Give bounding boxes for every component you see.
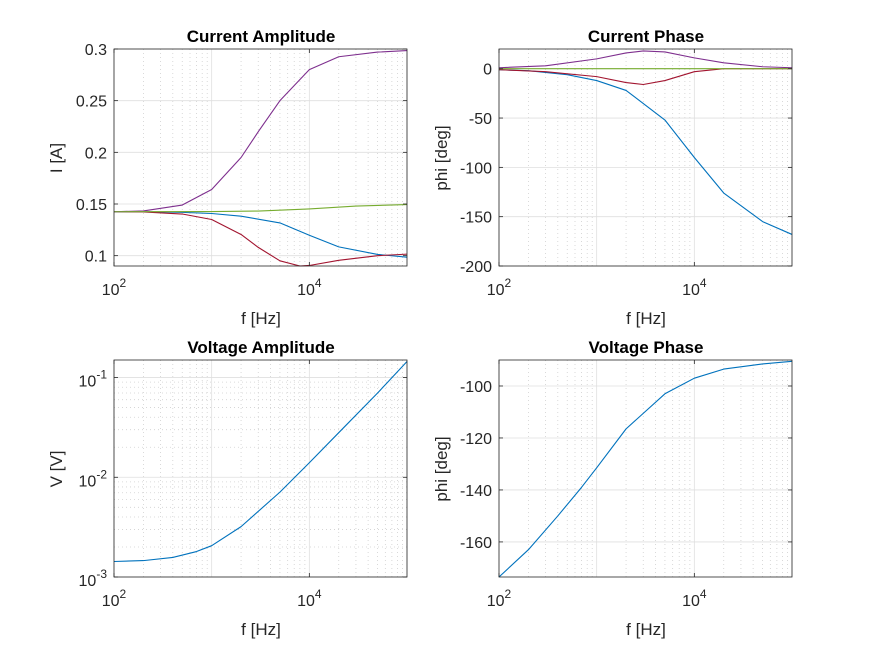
series-line-3 [113,203,408,213]
panel-title: Voltage Phase [589,338,704,357]
y-tick-label: -100 [460,160,492,177]
plot-current-phase: 102 104 -200 -150 -100 -50 0 [460,48,793,299]
x-tick-label: 102 [487,587,512,610]
series-line-2 [113,50,408,213]
axes-box [113,48,408,267]
plot-voltage-amplitude: 102 104 10-3 10-2 10-1 [79,359,408,610]
x-tick-label: 102 [487,276,512,299]
series-line-0 [113,361,408,563]
series-line-1 [113,211,408,267]
panel-title: Voltage Amplitude [187,338,334,357]
panel-voltage-phase: Voltage Phase f [Hz] phi [deg] [432,338,703,639]
x-tick-label: 104 [682,587,707,610]
x-axis-label: f [Hz] [626,620,666,639]
y-axis-label: phi [deg] [432,436,451,501]
x-tick-label: 104 [682,276,707,299]
y-tick-label: -200 [460,259,492,276]
plot-area [499,360,792,577]
panel-title: Current Phase [588,27,704,46]
panel-current-phase: Current Phase f [Hz] phi [deg] [432,27,704,328]
series-line-2 [498,50,793,69]
y-tick-label: 0.25 [76,94,107,111]
y-tick-label: 10-2 [79,467,108,490]
y-tick-label: 10-1 [79,368,108,391]
y-tick-label: 0.2 [85,145,107,162]
y-tick-label: -120 [460,431,492,448]
grid [113,360,408,578]
panel-title: Current Amplitude [187,27,336,46]
x-axis-label: f [Hz] [626,309,666,328]
axes-box [498,48,793,267]
y-tick-label: 10-3 [79,567,108,590]
panel-current-amplitude: Current Amplitude f [Hz] I [A] [47,27,335,328]
series-line-0 [498,69,793,235]
y-tick-label: 0.3 [85,42,107,59]
plot-voltage-phase: 102 104 -160 -140 -120 -100 [460,359,793,610]
axes-box [498,359,793,578]
x-axis-label: f [Hz] [241,309,281,328]
y-tick-label: 0.15 [76,197,107,214]
series-line-1 [498,68,792,86]
y-axis-label: phi [deg] [432,125,451,190]
y-tick-label: -50 [469,111,492,128]
y-tick-label: 0 [483,62,492,79]
y-axis-label: I [A] [47,143,66,173]
y-axis-label: V [V] [47,451,66,488]
x-tick-label: 104 [297,587,322,610]
plot-area [114,360,407,577]
y-tick-label: -160 [460,535,492,552]
x-tick-label: 104 [297,276,322,299]
y-tick-label: -100 [460,379,492,396]
panel-voltage-amplitude: Voltage Amplitude f [Hz] V [V] [47,338,335,639]
y-tick-label: -150 [460,210,492,227]
y-tick-label: -140 [460,483,492,500]
plot-area [499,49,792,266]
plot-current-amplitude: 102 104 0.1 0.15 0.2 0.25 0.3 [76,42,408,299]
x-tick-label: 102 [102,587,127,610]
y-tick-label: 0.1 [85,249,107,266]
plot-area [114,49,407,266]
axes-box [113,359,408,578]
x-tick-label: 102 [102,276,127,299]
series-line-0 [498,360,793,578]
x-axis-label: f [Hz] [241,620,281,639]
